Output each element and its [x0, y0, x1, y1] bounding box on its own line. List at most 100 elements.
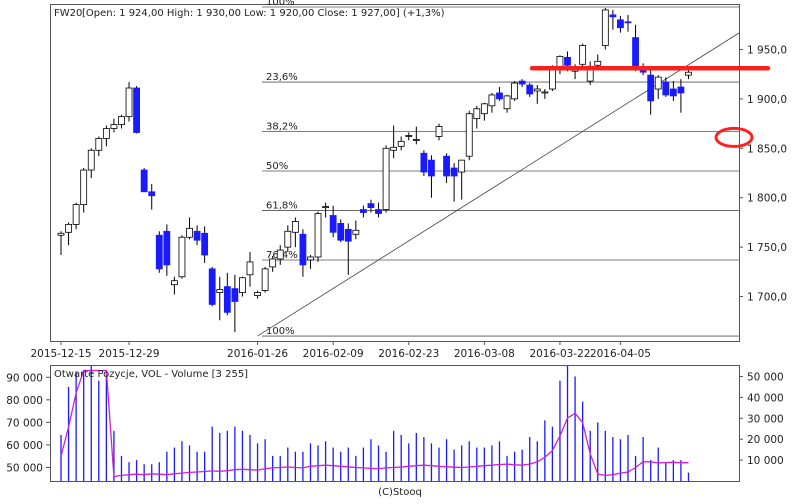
right-tick-label-0: 10 000: [747, 455, 784, 467]
candle-body: [526, 84, 534, 95]
target-circle: [714, 126, 754, 148]
candle-body: [420, 152, 428, 173]
candle-body: [428, 159, 435, 177]
candle-body: [133, 87, 141, 133]
candle-body: [284, 230, 292, 248]
candle-body: [276, 249, 284, 260]
candle-body: [193, 230, 201, 241]
candle-body: [518, 80, 526, 85]
x-tick-label-3: 2016-02-09: [303, 348, 364, 360]
y-tick-label-3: 1 850,0: [747, 143, 787, 155]
candle-body: [669, 88, 677, 97]
candle-body: [118, 116, 125, 125]
candle-body: [496, 92, 503, 100]
candle-body: [564, 56, 571, 66]
y-tick-label-4: 1 900,0: [747, 94, 787, 106]
candle-body: [314, 213, 322, 258]
candle-body: [155, 234, 163, 270]
candle-body: [95, 138, 103, 151]
candle-body: [533, 88, 541, 92]
candle-body: [624, 21, 632, 24]
header-ohlc: [Open: 1 924,00 High: 1 930,00 Low: 1 92…: [82, 8, 445, 19]
candle-body: [677, 86, 685, 94]
candle-body: [231, 288, 239, 302]
fib-label-4: 61,8%: [266, 201, 298, 212]
candle-body: [541, 91, 549, 94]
candle-body: [390, 146, 398, 151]
right-tick-label-4: 50 000: [747, 371, 784, 383]
candle-body: [617, 19, 624, 29]
candle-body: [223, 286, 231, 313]
header-instrument: FW20: [54, 8, 82, 19]
open-interest-line: [60, 369, 689, 478]
right-tick-label-2: 30 000: [747, 413, 784, 425]
candle-body: [450, 167, 458, 177]
candle-body: [148, 191, 156, 197]
x-tick-label-4: 2016-02-23: [378, 348, 439, 360]
candle-body: [382, 147, 390, 210]
candle-body: [216, 289, 224, 293]
left-tick-label-1: 60 000: [6, 440, 43, 452]
candle-body: [208, 268, 216, 305]
candle-body: [367, 203, 375, 208]
candle-body: [163, 230, 171, 266]
left-tick-label-4: 90 000: [6, 372, 43, 384]
fib-label-0: 100%: [266, 0, 295, 8]
candle-body: [337, 222, 345, 241]
candle-body: [246, 261, 254, 276]
candle-body: [322, 206, 330, 209]
y-tick-label-2: 1 800,0: [747, 193, 787, 205]
candle-body: [609, 14, 617, 18]
candle-body: [140, 169, 148, 193]
candle-body: [435, 126, 443, 137]
candle-body: [110, 124, 118, 129]
fib-label-6: 100%: [266, 326, 295, 337]
y-tick-label-5: 1 950,0: [747, 44, 787, 56]
candle-body: [352, 229, 360, 235]
candle-body: [465, 113, 473, 157]
price-layer: 100%23,6%38,2%50%61,8%76,4%100%1 700,01 …: [30, 0, 787, 360]
candle-body: [594, 60, 602, 66]
left-tick-label-2: 70 000: [6, 417, 43, 429]
volume-panel-frame: [50, 365, 740, 482]
right-tick-label-3: 40 000: [747, 392, 784, 404]
left-tick-label-0: 50 000: [6, 462, 43, 474]
candle-body: [412, 138, 420, 141]
candle-body: [170, 280, 178, 286]
x-tick-label-5: 2016-03-08: [454, 348, 515, 360]
candle-body: [269, 258, 277, 268]
lower-panel-title: Otwarte Pozycje, VOL - Volume [3 255]: [54, 369, 248, 380]
candle-body: [307, 256, 314, 261]
candle-body: [632, 37, 639, 70]
candle-body: [549, 66, 556, 90]
candle-body: [359, 209, 367, 213]
candle-body: [601, 9, 609, 46]
candle-body: [329, 215, 337, 233]
candle-body: [511, 82, 519, 100]
candle-body: [458, 159, 466, 173]
x-tick-label-6: 2016-03-22: [529, 348, 590, 360]
y-tick-label-1: 1 750,0: [747, 242, 787, 254]
candle-body: [488, 94, 496, 107]
candle-body: [57, 232, 65, 236]
candle-body: [239, 277, 246, 293]
price-panel-frame: [50, 4, 740, 342]
candle-body: [254, 292, 261, 296]
candle-body: [480, 103, 488, 115]
x-tick-label-0: 2015-12-15: [30, 348, 91, 360]
candle-body: [291, 221, 299, 233]
candle-body: [654, 76, 662, 90]
footer-copyright: (C)Stooq: [378, 487, 422, 498]
candle-body: [72, 204, 80, 225]
left-tick-label-3: 80 000: [6, 395, 43, 407]
candle-body: [685, 71, 692, 76]
candle-body: [261, 268, 269, 292]
right-tick-label-1: 20 000: [747, 434, 784, 446]
candle-body: [556, 55, 564, 68]
candle-body: [102, 128, 110, 139]
candle-body: [503, 95, 511, 110]
candle-body: [186, 227, 193, 238]
candle-body: [344, 228, 352, 242]
candle-body: [87, 149, 95, 171]
